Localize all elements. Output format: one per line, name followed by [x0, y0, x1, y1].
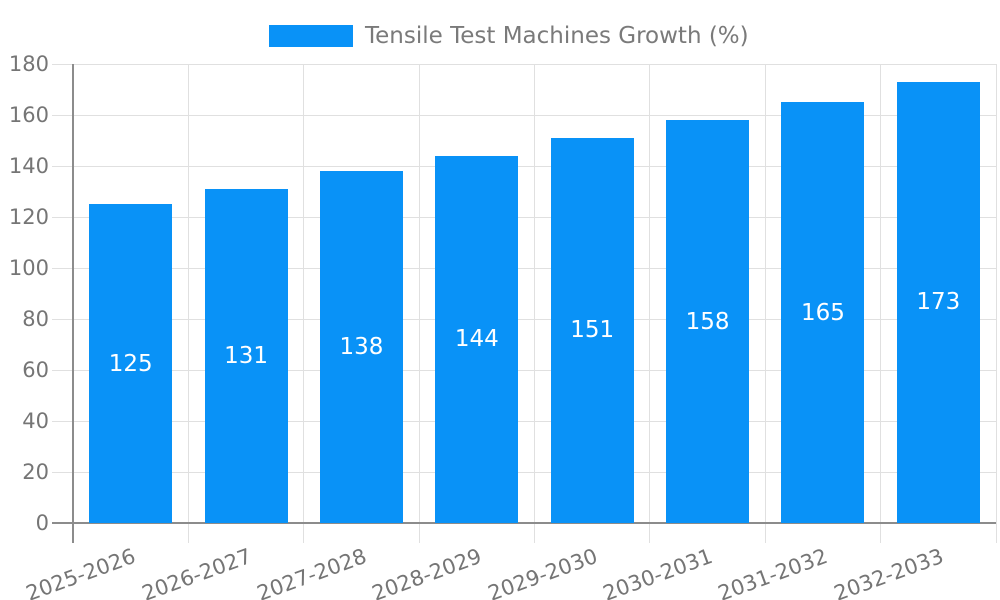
- y-axis-tick: [52, 318, 73, 320]
- y-axis-tick: [52, 63, 73, 65]
- y-tick-label: 140: [8, 154, 49, 178]
- bar: [666, 120, 750, 523]
- gridline-vertical: [187, 64, 189, 523]
- bar: [435, 155, 519, 523]
- bar-value-label: 144: [454, 326, 499, 353]
- y-axis-tick: [52, 369, 73, 371]
- bar: [896, 81, 980, 523]
- gridline-vertical: [880, 64, 882, 523]
- x-tick-label: 2027-2028: [253, 544, 370, 600]
- chart-legend: Tensile Test Machines Growth (%): [269, 23, 749, 49]
- y-tick-label: 160: [8, 103, 49, 127]
- gridline-vertical: [534, 64, 535, 523]
- y-axis-line: [72, 64, 74, 543]
- y-tick-label: 80: [22, 307, 49, 331]
- x-tick-label: 2032-2033: [830, 544, 947, 600]
- bar: [319, 171, 403, 523]
- bar: [204, 188, 288, 523]
- bar: [550, 137, 634, 523]
- x-tick-label: 2026-2027: [138, 544, 255, 600]
- x-axis-tick: [534, 523, 535, 543]
- gridline-vertical: [764, 64, 766, 523]
- x-tick-label: 2028-2029: [369, 544, 486, 600]
- bar-value-label: 151: [570, 317, 615, 344]
- bar-value-label: 125: [108, 350, 153, 377]
- y-axis-tick: [52, 165, 73, 167]
- bar-value-label: 131: [224, 342, 269, 369]
- x-axis-tick: [649, 523, 651, 543]
- bar-value-label: 158: [685, 308, 730, 335]
- y-axis-tick: [52, 216, 73, 218]
- y-tick-label: 100: [8, 256, 49, 280]
- x-axis-tick: [303, 523, 305, 543]
- x-tick-label: 2025-2026: [23, 544, 139, 600]
- y-tick-label: 0: [35, 511, 49, 535]
- bar-value-label: 173: [916, 289, 961, 316]
- legend-color-swatch: [269, 25, 353, 47]
- gridline-vertical: [649, 64, 651, 523]
- x-axis-tick: [187, 523, 189, 543]
- gridline-vertical: [995, 64, 997, 523]
- bar: [781, 102, 865, 523]
- bar: [89, 204, 173, 523]
- y-tick-label: 120: [8, 205, 49, 229]
- y-axis-tick: [52, 267, 73, 269]
- y-tick-label: 40: [22, 409, 49, 433]
- y-axis-tick: [52, 471, 73, 473]
- x-axis-line: [52, 522, 996, 524]
- bar-value-label: 138: [339, 334, 384, 361]
- x-axis-tick: [880, 523, 882, 543]
- gridline-vertical: [303, 64, 305, 523]
- y-axis-tick: [52, 420, 73, 422]
- y-tick-label: 60: [22, 358, 49, 382]
- x-tick-label: 2029-2030: [484, 544, 601, 600]
- gridline-vertical: [418, 64, 420, 523]
- y-tick-label: 180: [8, 52, 49, 76]
- y-tick-label: 20: [22, 460, 49, 484]
- x-tick-label: 2030-2031: [599, 544, 716, 600]
- x-tick-label: 2031-2032: [715, 544, 832, 600]
- x-axis-tick: [995, 523, 997, 543]
- y-axis-tick: [52, 114, 73, 116]
- x-axis-tick: [418, 523, 420, 543]
- legend-label: Tensile Test Machines Growth (%): [365, 23, 749, 49]
- x-axis-tick: [764, 523, 766, 543]
- bar-value-label: 165: [800, 299, 845, 326]
